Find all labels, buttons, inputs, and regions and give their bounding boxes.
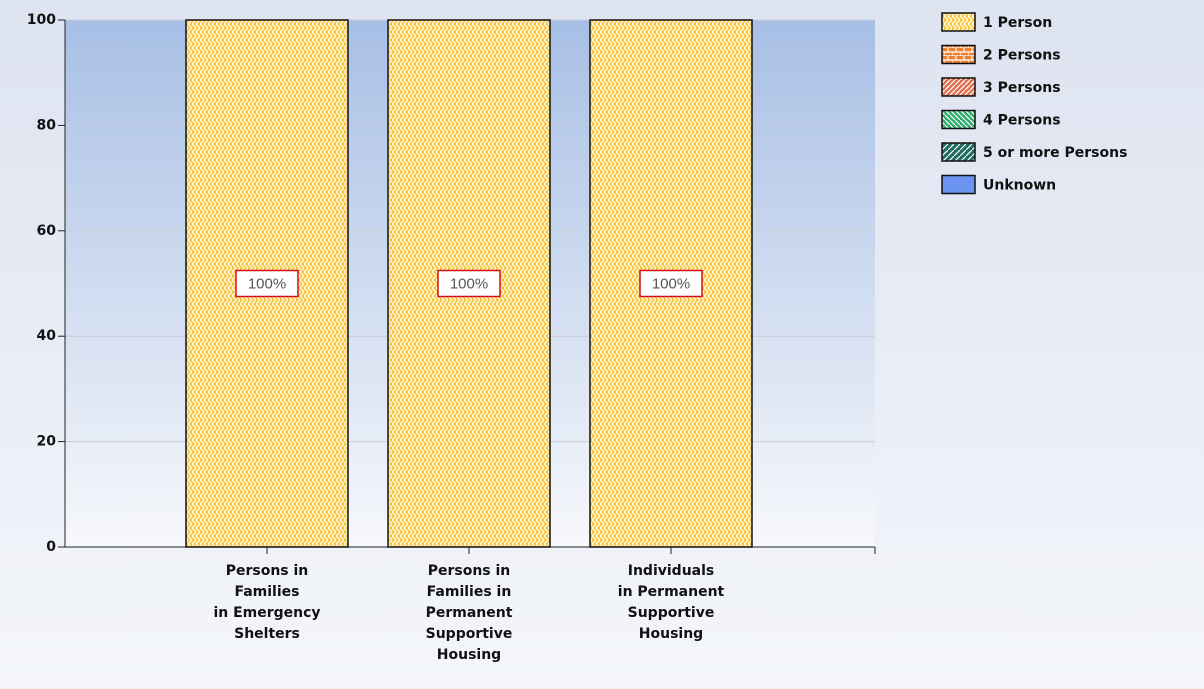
value-label-box (437, 269, 501, 298)
legend-label: Unknown (983, 178, 1056, 194)
legend-swatch (941, 174, 976, 195)
value-label-box (639, 269, 703, 298)
x-tick-label: Persons in Families in Emergency Shelter… (213, 563, 321, 642)
x-tick-label: Persons in Families in Permanent Support… (425, 563, 513, 663)
legend-swatch (941, 44, 976, 65)
legend-label: 5 or more Persons (983, 145, 1127, 161)
legend-swatch (941, 109, 976, 130)
value-label: 100% (248, 275, 286, 292)
legend-swatch (941, 77, 976, 97)
legend-label: 1 Person (983, 15, 1052, 31)
legend-swatch (941, 142, 976, 162)
y-tick-label: 40 (37, 328, 57, 344)
y-tick-label: 100 (27, 12, 56, 28)
value-label-box (235, 269, 299, 298)
y-tick-label: 0 (46, 539, 56, 555)
legend-label: 3 Persons (983, 80, 1061, 96)
legend-label: 4 Persons (983, 113, 1061, 129)
legend-swatch (941, 12, 976, 32)
value-label: 100% (450, 275, 488, 292)
y-tick-label: 60 (37, 223, 57, 239)
value-label: 100% (652, 275, 690, 292)
y-tick-label: 80 (37, 117, 57, 133)
x-tick-label: Individuals in Permanent Supportive Hous… (617, 563, 725, 642)
legend-label: 2 Persons (983, 48, 1061, 64)
y-tick-label: 20 (37, 434, 57, 450)
